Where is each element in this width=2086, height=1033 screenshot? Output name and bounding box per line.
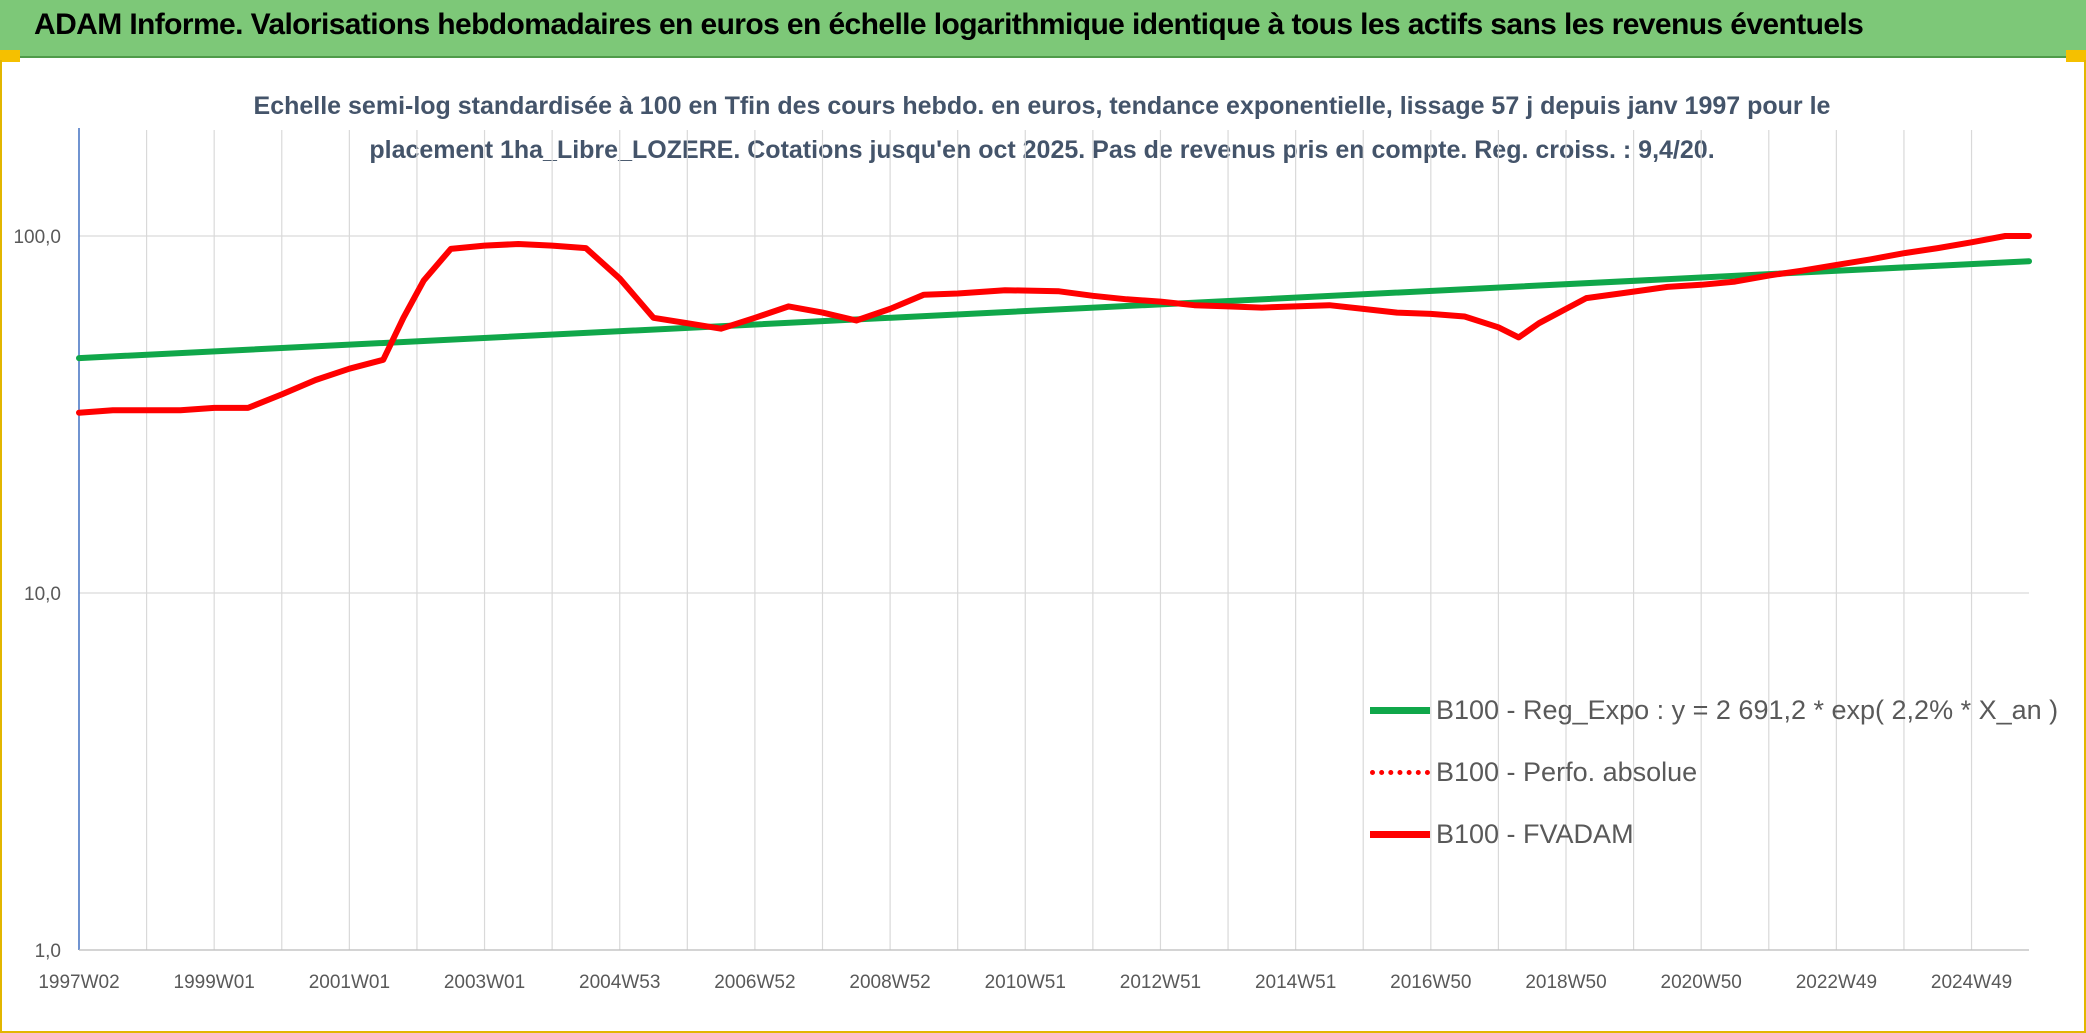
fvadam-line (76, 233, 2032, 416)
legend-entry-perfo-absolue: B100 - Perfo. absolue (1370, 752, 1697, 792)
chart-title-line-1: Echelle semi-log standardisée à 100 en T… (253, 92, 1831, 120)
chart-title-line-2: placement 1ha_Libre_LOZERE. Cotations ju… (369, 136, 1715, 164)
legend-swatch-perfo-absolue (1370, 769, 1430, 775)
x-tick-label: 2008W52 (849, 972, 930, 993)
x-tick-label: 2024W49 (1931, 972, 2012, 993)
x-tick-label: 2006W52 (714, 972, 795, 993)
chart-plot: 1,0 10,0 100,0 1997W02 1999W01 2001W01 2003W01… (13, 128, 2032, 993)
report-header: ADAM Informe. Valorisations hebdomadaire… (0, 0, 2086, 58)
x-tick-label: 2012W51 (1120, 972, 1201, 993)
y-tick-label: 100,0 (13, 227, 61, 248)
x-tick-label: 2001W01 (309, 972, 390, 993)
x-tick-label: 2018W50 (1525, 972, 1606, 993)
x-tick-label: 2004W53 (579, 972, 660, 993)
y-tick-label: 1,0 (35, 941, 61, 962)
x-tick-label: 1999W01 (174, 972, 255, 993)
legend-label-fvadam: B100 - FVADAM (1436, 818, 1634, 849)
x-tick-label: 1997W02 (38, 972, 119, 993)
legend-swatch-fvadam (1370, 830, 1430, 838)
regression-trend-line (76, 258, 2032, 362)
legend-entry-fvadam: B100 - FVADAM (1370, 814, 1634, 854)
x-tick-label: 2010W51 (985, 972, 1066, 993)
chart-frame: Echelle semi-log standardisée à 100 en T… (0, 60, 2086, 1033)
x-tick-label: 2016W50 (1390, 972, 1471, 993)
legend-label-perfo-absolue: B100 - Perfo. absolue (1436, 756, 1698, 787)
legend-label-regression: B100 - Reg_Expo : y = 2 691,2 * exp( 2,2… (1436, 694, 2059, 725)
y-tick-label: 10,0 (24, 584, 61, 605)
x-tick-label: 2022W49 (1796, 972, 1877, 993)
legend-swatch-regression (1370, 706, 1430, 714)
corner-marker-left (0, 50, 20, 62)
x-tick-label: 2014W51 (1255, 972, 1336, 993)
x-tick-label: 2020W50 (1661, 972, 1742, 993)
x-tick-label: 2003W01 (444, 972, 525, 993)
report-title: ADAM Informe. Valorisations hebdomadaire… (34, 8, 1864, 41)
legend-entry-regression: B100 - Reg_Expo : y = 2 691,2 * exp( 2,2… (1370, 690, 2058, 730)
corner-marker-right (2066, 50, 2086, 62)
